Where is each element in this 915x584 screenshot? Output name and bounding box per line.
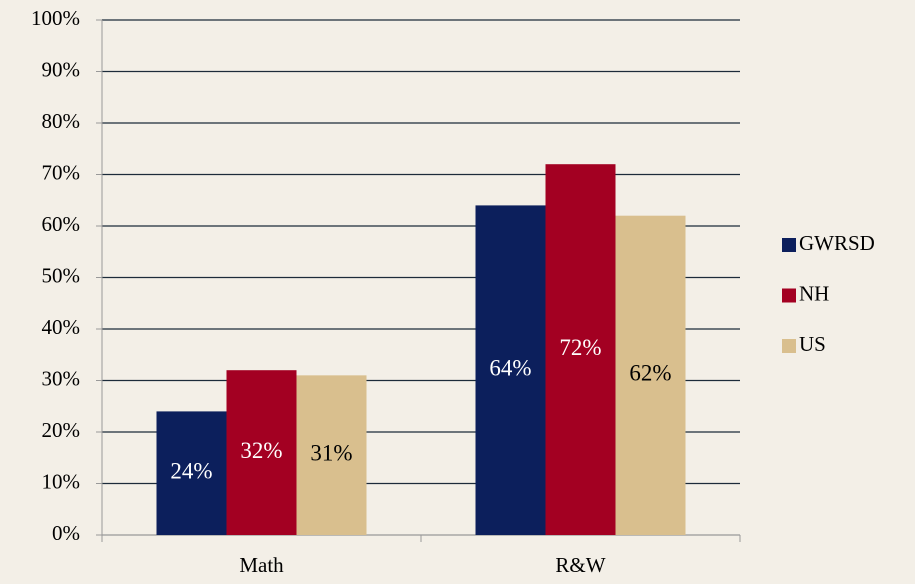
x-tick-label: Math xyxy=(239,553,284,577)
y-tick-label: 70% xyxy=(42,160,81,184)
legend-swatch xyxy=(782,339,796,353)
legend-swatch xyxy=(782,238,796,252)
x-tick-label: R&W xyxy=(555,553,605,577)
data-label: 72% xyxy=(559,335,601,360)
y-tick-label: 10% xyxy=(42,469,81,493)
bar xyxy=(156,411,227,535)
bar xyxy=(615,215,686,535)
y-tick-label: 30% xyxy=(42,366,81,390)
legend-swatch xyxy=(782,288,796,303)
y-tick-label: 20% xyxy=(42,418,81,442)
y-tick-label: 50% xyxy=(42,263,81,287)
data-label: 31% xyxy=(310,440,352,465)
legend-label: US xyxy=(799,332,826,356)
legend-label: GWRSD xyxy=(799,231,875,255)
data-label: 62% xyxy=(629,361,671,386)
bar xyxy=(475,205,546,535)
y-tick-label: 40% xyxy=(42,315,81,339)
y-tick-label: 0% xyxy=(52,521,80,545)
bar xyxy=(226,370,297,535)
legend-label: NH xyxy=(799,281,829,305)
data-label: 64% xyxy=(489,355,531,380)
y-tick-label: 60% xyxy=(42,212,81,236)
data-label: 32% xyxy=(240,438,282,463)
y-tick-label: 80% xyxy=(42,109,81,133)
y-tick-label: 90% xyxy=(42,57,81,81)
y-tick-label: 100% xyxy=(31,6,80,30)
data-label: 24% xyxy=(170,458,212,483)
bar xyxy=(545,164,616,535)
bar xyxy=(296,375,367,535)
